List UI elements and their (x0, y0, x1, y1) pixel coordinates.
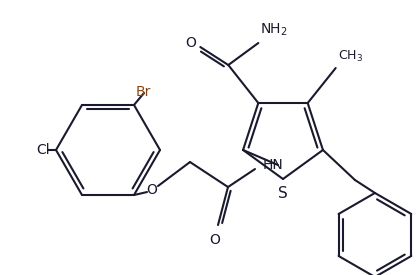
Text: HN: HN (263, 158, 284, 172)
Text: O: O (209, 233, 220, 247)
Text: Br: Br (136, 85, 151, 99)
Text: NH$_2$: NH$_2$ (260, 22, 288, 38)
Text: O: O (186, 36, 196, 50)
Text: S: S (278, 186, 288, 201)
Text: CH$_3$: CH$_3$ (338, 49, 363, 64)
Text: O: O (147, 183, 158, 197)
Text: Cl: Cl (36, 143, 50, 157)
